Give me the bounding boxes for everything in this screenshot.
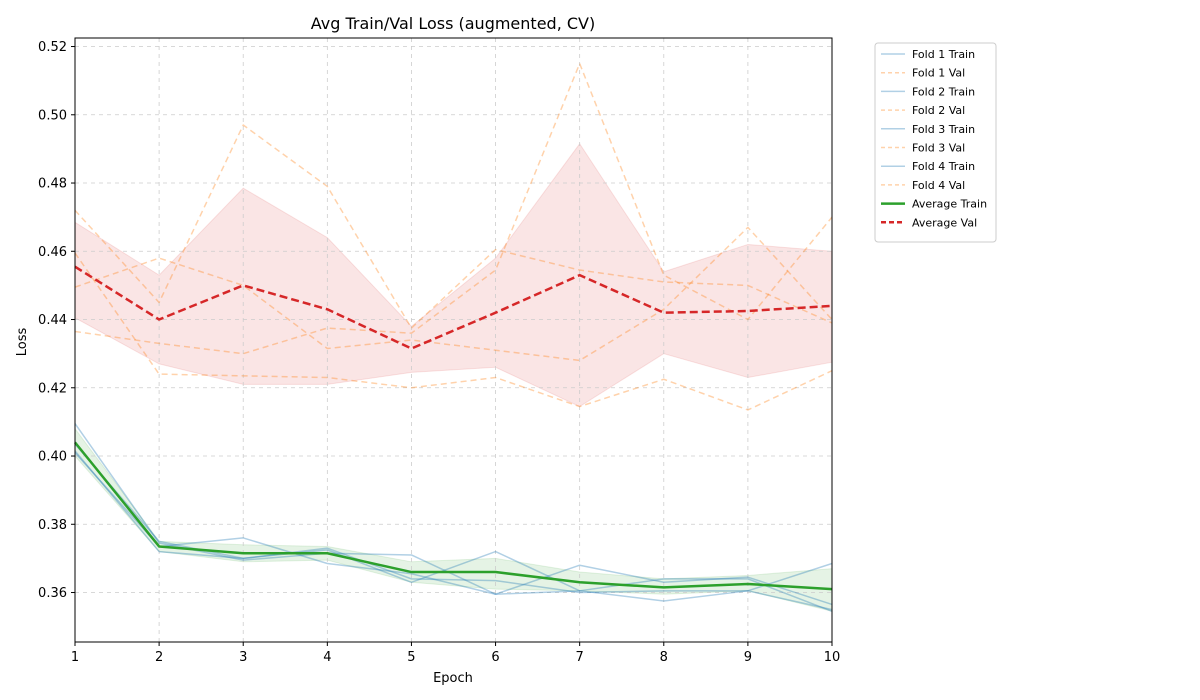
series-line-fold-3-val <box>74 252 833 411</box>
y-axis-label: Loss <box>15 328 30 357</box>
legend-label: Average Val <box>912 216 977 229</box>
x-tick-label: 1 <box>71 650 79 665</box>
x-tick-label: 6 <box>491 650 499 665</box>
legend-label: Fold 3 Train <box>912 123 975 136</box>
x-tick-label: 4 <box>323 650 331 665</box>
y-tick-label: 0.44 <box>38 313 67 328</box>
series-line-fold-4-val <box>74 226 833 362</box>
chart-title: Avg Train/Val Loss (augmented, CV) <box>311 14 595 33</box>
series-line-average-val <box>74 265 833 350</box>
series-line-fold-2-train <box>74 450 833 602</box>
x-tick-label: 9 <box>744 650 752 665</box>
series-line-fold-3-train <box>74 452 833 606</box>
series-lines <box>74 62 833 612</box>
legend-label: Fold 4 Train <box>912 160 975 173</box>
x-tick-label: 2 <box>155 650 163 665</box>
y-tick-label: 0.38 <box>38 518 67 533</box>
legend-label: Average Train <box>912 198 987 211</box>
y-tick-label: 0.42 <box>38 381 67 396</box>
y-tick-label: 0.46 <box>38 245 67 260</box>
y-tick-label: 0.48 <box>38 177 67 192</box>
legend-label: Fold 3 Val <box>912 142 965 155</box>
x-tick-label: 8 <box>660 650 668 665</box>
legend-label: Fold 2 Train <box>912 85 975 98</box>
x-axis-ticks: 1 2 3 4 5 6 7 8 9 10 <box>71 642 840 665</box>
y-tick-label: 0.40 <box>38 450 67 465</box>
confidence-bands <box>74 142 833 612</box>
x-tick-label: 7 <box>576 650 584 665</box>
series-line-fold-1-val <box>74 124 833 329</box>
legend-label: Fold 4 Val <box>912 179 965 192</box>
x-tick-label: 5 <box>407 650 415 665</box>
grid <box>74 38 833 642</box>
x-tick-label: 3 <box>239 650 247 665</box>
legend: Fold 1 Train Fold 1 Val Fold 2 Train Fold 2… <box>874 42 997 243</box>
y-tick-label: 0.52 <box>38 40 67 55</box>
x-tick-label: 10 <box>824 650 841 665</box>
plot-frame <box>74 37 833 643</box>
x-axis-label: Epoch <box>433 671 473 686</box>
y-tick-label: 0.50 <box>38 108 67 123</box>
series-line-fold-2-val <box>74 62 833 355</box>
y-tick-label: 0.36 <box>38 586 67 601</box>
legend-label: Fold 1 Train <box>912 48 975 61</box>
series-line-fold-1-train <box>74 423 833 612</box>
y-axis-ticks: 0.36 0.38 0.40 0.42 0.44 0.46 0.48 0.50 0.52 <box>38 40 75 601</box>
legend-label: Fold 1 Val <box>912 67 965 80</box>
legend-label: Fold 2 Val <box>912 104 965 117</box>
series-line-average-train <box>74 441 833 591</box>
legend-box <box>874 42 997 243</box>
